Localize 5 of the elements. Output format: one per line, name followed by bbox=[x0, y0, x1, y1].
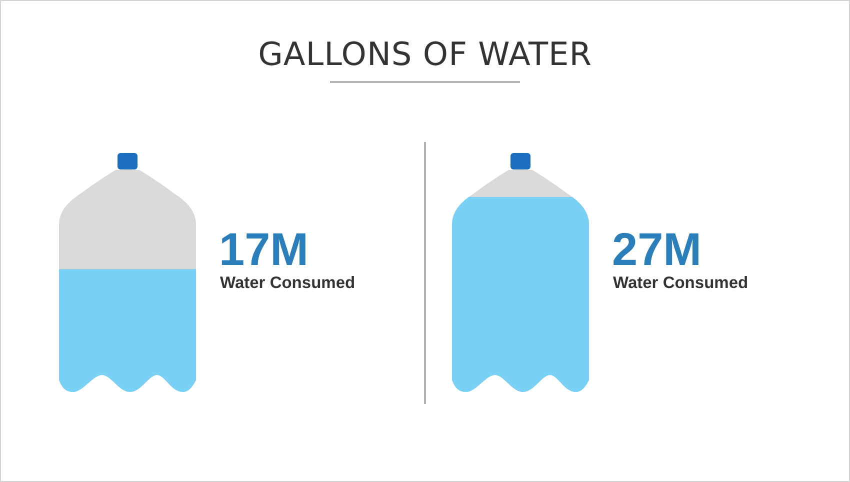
category-label: Water Consumed bbox=[220, 274, 356, 292]
text: GALLONS OF WATER bbox=[258, 35, 592, 73]
category-label: Water Consumed bbox=[613, 274, 748, 292]
data-label: 27M bbox=[612, 223, 702, 275]
data-label: 17M bbox=[219, 223, 308, 275]
